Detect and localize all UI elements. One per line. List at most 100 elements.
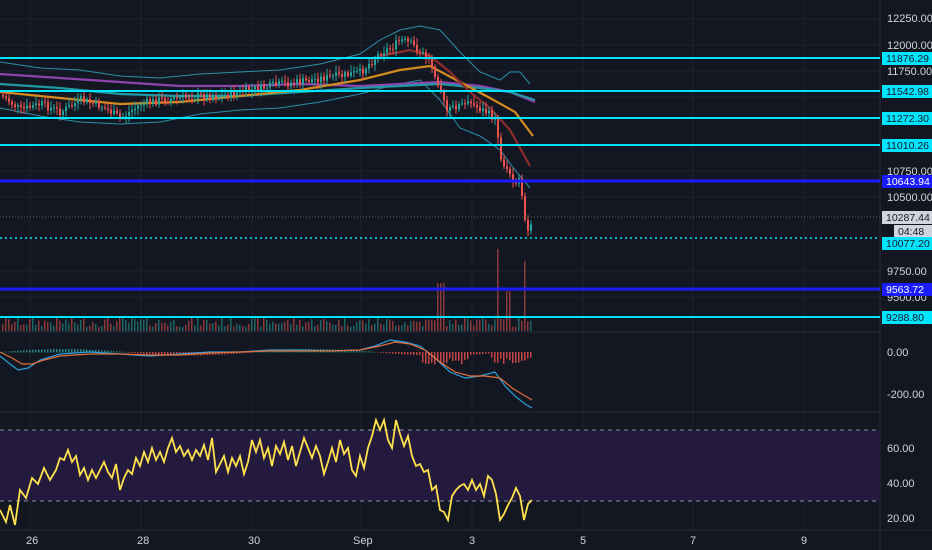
volume-bar xyxy=(38,320,40,331)
macd-histogram-bar xyxy=(122,351,124,353)
candle-body xyxy=(314,78,316,80)
candle-body xyxy=(191,99,193,101)
macd-histogram-bar xyxy=(89,349,91,353)
volume-bar xyxy=(14,322,16,331)
volume-bar xyxy=(221,317,223,331)
candle-body xyxy=(131,110,133,113)
rsi-line xyxy=(0,416,533,526)
macd-histogram-bar xyxy=(404,352,406,355)
volume-bar xyxy=(344,318,346,331)
candle-body xyxy=(104,107,106,109)
volume-bar xyxy=(113,326,115,331)
volume-bar xyxy=(245,326,247,331)
volume-bar xyxy=(374,323,376,331)
candle-body xyxy=(479,107,481,112)
macd-histogram-bar xyxy=(440,352,442,364)
volume-bar xyxy=(134,318,136,331)
candle-body xyxy=(524,196,526,220)
candle-body xyxy=(509,168,511,174)
volume-bar xyxy=(257,317,259,331)
candle-body xyxy=(377,54,379,60)
volume-bar xyxy=(254,317,256,331)
price-tick: 9750.00 xyxy=(887,266,927,278)
volume-bar xyxy=(20,325,22,331)
volume-bar xyxy=(296,324,298,331)
candle-body xyxy=(308,80,310,83)
volume-bar xyxy=(449,320,451,331)
volume-bar xyxy=(503,319,505,331)
macd-histogram-bar xyxy=(56,349,58,353)
rsi-tick: 60.00 xyxy=(887,443,915,455)
volume-bar xyxy=(173,319,175,331)
price-tick: 12000.00 xyxy=(887,40,932,52)
horizontal-levels[interactable] xyxy=(0,57,880,318)
candle-body xyxy=(257,86,259,92)
macd-histogram-bar xyxy=(77,349,79,353)
volume-bar xyxy=(251,318,253,331)
volume-bar xyxy=(359,320,361,331)
volume-bar xyxy=(284,321,286,331)
volume-bar xyxy=(68,323,70,331)
candle-body xyxy=(425,51,427,59)
candle-body xyxy=(68,105,70,107)
candle-body xyxy=(410,40,412,42)
macd-histogram-bar xyxy=(506,352,508,359)
macd-histogram-bar xyxy=(98,350,100,353)
candle-body xyxy=(32,105,34,108)
time-axis[interactable]: 26 28 30 Sep 3 5 7 9 xyxy=(26,535,807,547)
candle-body xyxy=(392,48,394,50)
volume-bar xyxy=(356,322,358,331)
macd-histogram-bar xyxy=(74,349,76,353)
volume-bar xyxy=(473,325,475,331)
macd-histogram-bar xyxy=(449,352,451,359)
volume-bar xyxy=(125,320,127,331)
volume-bar xyxy=(161,323,163,331)
volume-bar xyxy=(524,261,526,331)
volume-bar xyxy=(317,324,319,331)
candle-body xyxy=(44,101,46,103)
candle-body xyxy=(35,103,37,106)
macd-histogram-bar xyxy=(491,352,493,358)
macd-lines xyxy=(0,339,533,409)
macd-histogram-bar xyxy=(410,352,412,355)
volume-bar xyxy=(137,321,139,331)
macd-histogram-bar xyxy=(350,350,352,353)
volume-bar xyxy=(290,324,292,331)
macd-histogram-bar xyxy=(389,352,391,354)
candle-body xyxy=(236,92,238,96)
candle-body xyxy=(41,101,43,106)
candle-body xyxy=(482,108,484,112)
candle-body xyxy=(89,99,91,103)
macd-histogram-bar xyxy=(485,352,487,354)
price-tag-bg xyxy=(882,85,932,98)
price-tags: 11876.29 11542.98 11272.30 11010.26 1064… xyxy=(882,52,932,324)
macd-histogram-bar xyxy=(518,352,520,363)
macd-axis[interactable]: 0.00 -200.00 xyxy=(887,347,924,401)
volume-bar xyxy=(386,318,388,331)
candle-body xyxy=(167,102,169,104)
ma-orange xyxy=(0,64,534,137)
candle-body xyxy=(98,101,100,108)
macd-histogram-bar xyxy=(164,352,166,355)
macd-histogram-bar xyxy=(167,352,169,356)
candle-body xyxy=(149,99,151,104)
rsi-axis[interactable]: 60.00 40.00 20.00 xyxy=(887,443,915,525)
macd-histogram-bar xyxy=(260,351,262,353)
price-tag: 11542.98 xyxy=(886,86,929,98)
candle-body xyxy=(110,109,112,114)
volume-bar xyxy=(128,322,130,331)
candle-body xyxy=(278,81,280,86)
price-tag-bg xyxy=(882,283,932,296)
time-tick: 26 xyxy=(26,535,38,547)
macd-histogram-bar xyxy=(14,350,16,353)
volume-bar xyxy=(362,320,364,331)
volume-bar xyxy=(158,319,160,331)
candle-body xyxy=(176,97,178,99)
volume-bar xyxy=(23,324,25,331)
volume-bar xyxy=(167,325,169,331)
volume-bar xyxy=(299,319,301,331)
macd-histogram-bar xyxy=(416,352,418,355)
macd-histogram-bar xyxy=(224,352,226,355)
candle-body xyxy=(398,40,400,42)
